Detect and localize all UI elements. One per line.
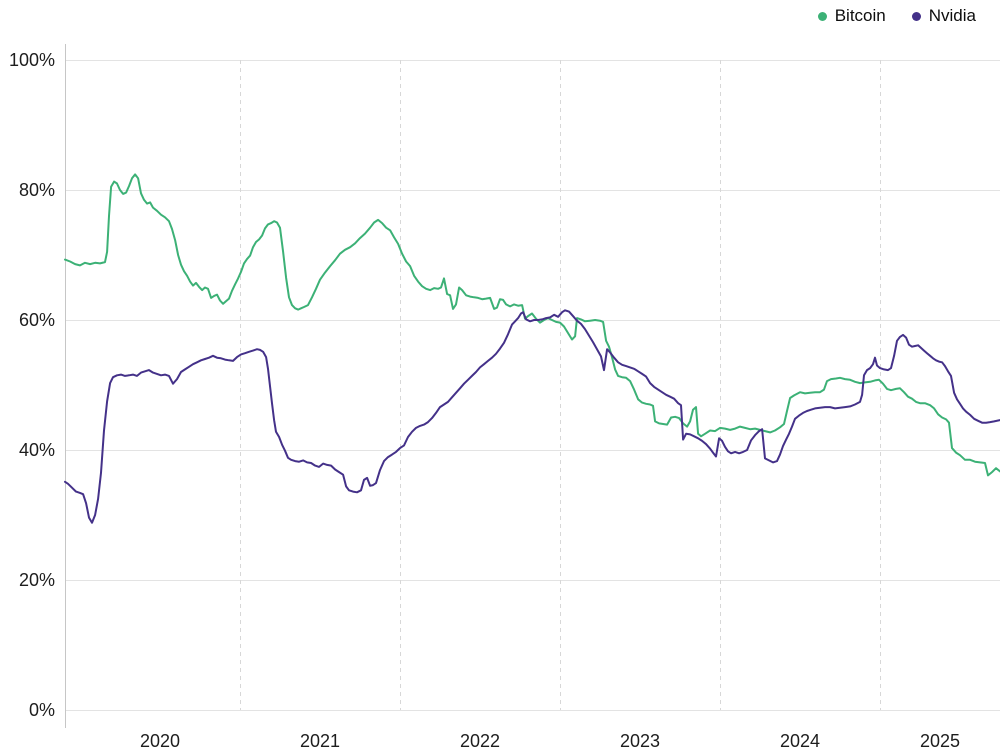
chart-legend: Bitcoin Nvidia bbox=[817, 6, 976, 26]
x-axis-tick-label: 2025 bbox=[920, 731, 960, 751]
nvidia-dot-icon bbox=[911, 11, 921, 21]
legend-label-nvidia: Nvidia bbox=[928, 6, 976, 25]
y-axis-tick-label: 0% bbox=[29, 700, 55, 720]
y-axis-tick-label: 40% bbox=[19, 440, 55, 460]
y-axis-tick-label: 100% bbox=[9, 50, 55, 70]
bitcoin-line bbox=[64, 173, 1000, 477]
y-axis-tick-label: 80% bbox=[19, 180, 55, 200]
series-lines bbox=[64, 173, 1000, 524]
x-axis-tick-label: 2022 bbox=[460, 731, 500, 751]
legend-item-nvidia[interactable]: Nvidia bbox=[911, 6, 976, 26]
y-axis-tick-label: 60% bbox=[19, 310, 55, 330]
y-axis-tick-labels: 0% 20% 40% 60% 80% 100% bbox=[9, 50, 55, 720]
y-axis-tick-label: 20% bbox=[19, 570, 55, 590]
x-axis-tick-label: 2021 bbox=[300, 731, 340, 751]
nvidia-line bbox=[64, 309, 1000, 524]
x-axis-tick-labels: 2020 2021 2022 2023 2024 2025 bbox=[140, 731, 960, 751]
horizontal-gridlines bbox=[65, 60, 1000, 711]
legend-label-bitcoin: Bitcoin bbox=[834, 6, 886, 25]
legend-item-bitcoin[interactable]: Bitcoin bbox=[817, 6, 886, 26]
vertical-year-gridlines bbox=[240, 60, 881, 710]
x-axis-tick-label: 2024 bbox=[780, 731, 820, 751]
bitcoin-dot-icon bbox=[817, 11, 827, 21]
x-axis-tick-label: 2020 bbox=[140, 731, 180, 751]
x-axis-tick-label: 2023 bbox=[620, 731, 660, 751]
